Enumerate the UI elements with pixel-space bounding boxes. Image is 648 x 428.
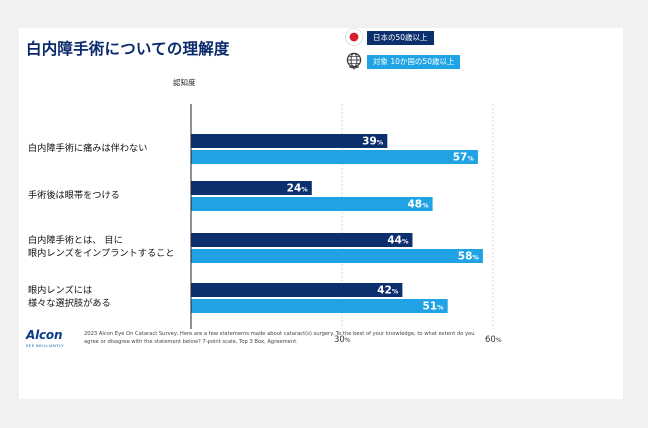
bar	[191, 150, 478, 164]
japan-flag-icon	[345, 28, 363, 46]
category-label: 白内障手術とは、 目に 眼内レンズをインプラントすること	[28, 235, 175, 259]
survey-footnote: 2023 Alcon Eye On Cataract Survey: Here …	[84, 331, 475, 345]
legend-item-japan: 日本の50歳以上	[345, 27, 505, 49]
bar	[191, 249, 483, 263]
bar-value-label: 24%	[287, 183, 309, 195]
legend-label-japan: 日本の50歳以上	[367, 31, 434, 45]
legend-item-world: 対象 10か国の50歳以上	[345, 51, 505, 73]
bar-value-label: 48%	[407, 199, 429, 211]
y-axis-label: 認知度	[173, 78, 196, 87]
alcon-logo: Alcon SEE BRILLIANTLY	[26, 328, 64, 348]
bar-value-label: 42%	[377, 285, 399, 297]
bar-value-label: 58%	[458, 251, 480, 263]
globe-icon	[346, 52, 362, 70]
logo-tagline: SEE BRILLIANTLY	[26, 343, 64, 348]
bar-value-label: 39%	[362, 136, 384, 148]
slide-panel	[19, 28, 623, 399]
x-tick-label: 60%	[485, 335, 502, 345]
bar	[191, 134, 388, 148]
x-tick-label: 30%	[334, 335, 351, 345]
bar	[191, 197, 433, 211]
category-label: 手術後は眼帯をつける	[28, 189, 120, 201]
category-label: 眼内レンズには 様々な選択肢がある	[28, 285, 111, 309]
bar-value-label: 57%	[453, 152, 475, 164]
bar-value-label: 51%	[423, 301, 445, 313]
bar	[191, 181, 312, 195]
bar	[191, 299, 448, 313]
legend-label-world: 対象 10か国の50歳以上	[367, 55, 461, 69]
bar-value-label: 44%	[387, 235, 409, 247]
logo-name: Alcon	[26, 328, 63, 342]
category-label: 白内障手術に痛みは伴わない	[28, 142, 148, 154]
bar	[191, 283, 403, 297]
bar	[191, 233, 413, 247]
chart-title: 白内障手術についての理解度	[26, 40, 230, 58]
